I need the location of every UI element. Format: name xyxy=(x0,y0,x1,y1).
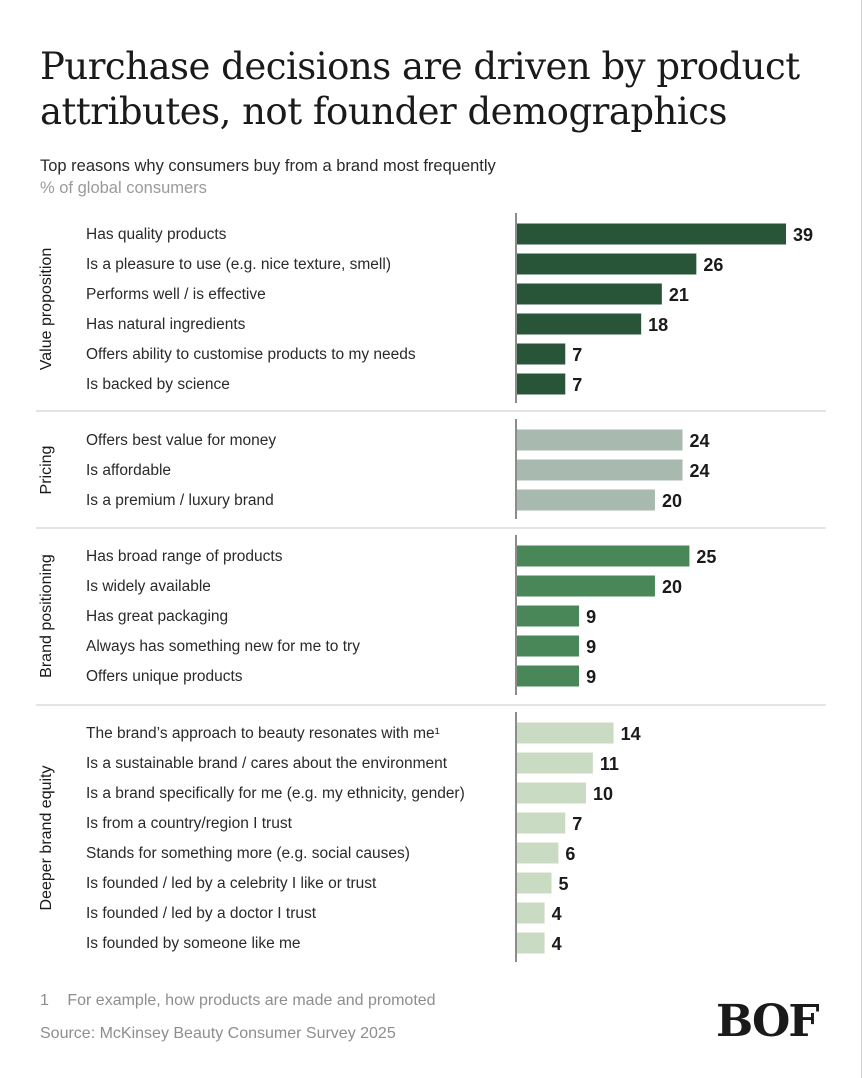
group-label-deeper-brand-equity: Deeper brand equity xyxy=(38,766,55,911)
bar-brand-positioning xyxy=(517,545,690,567)
data-label: 24 xyxy=(690,461,710,481)
data-label: 20 xyxy=(662,577,682,597)
category-label: Is a premium / luxury brand xyxy=(86,492,274,509)
category-label: Is affordable xyxy=(86,462,171,479)
category-label: The brand’s approach to beauty resonates… xyxy=(86,725,440,742)
bar-deeper-brand-equity xyxy=(517,752,593,774)
bar-pricing xyxy=(517,429,683,451)
category-label: Is founded / led by a celebrity I like o… xyxy=(86,875,377,892)
data-label: 21 xyxy=(669,285,689,305)
data-label: 9 xyxy=(586,607,596,627)
bar-brand-positioning xyxy=(517,605,580,627)
bar-value-proposition xyxy=(517,373,566,395)
group-label-pricing: Pricing xyxy=(38,446,55,495)
data-label: 26 xyxy=(703,255,723,275)
data-label: 7 xyxy=(572,814,582,834)
data-label: 4 xyxy=(552,934,562,954)
data-label: 7 xyxy=(572,345,582,365)
data-label: 14 xyxy=(621,724,641,744)
unit-label: % of global consumers xyxy=(40,179,207,197)
data-label: 9 xyxy=(586,637,596,657)
data-label: 4 xyxy=(552,904,562,924)
data-label: 20 xyxy=(662,491,682,511)
group-label-value-proposition: Value proposition xyxy=(38,248,55,370)
bar-brand-positioning xyxy=(517,665,580,687)
category-label: Is widely available xyxy=(86,578,211,595)
bar-deeper-brand-equity xyxy=(517,812,566,834)
category-label: Always has something new for me to try xyxy=(86,638,360,655)
data-label: 5 xyxy=(558,874,568,894)
data-label: 39 xyxy=(793,225,813,245)
bar-value-proposition xyxy=(517,223,786,245)
category-label: Is a sustainable brand / cares about the… xyxy=(86,755,448,772)
category-label: Has quality products xyxy=(86,226,227,243)
bar-value-proposition xyxy=(517,313,642,335)
bar-pricing xyxy=(517,489,655,511)
data-label: 24 xyxy=(690,431,710,451)
bar-value-proposition xyxy=(517,253,697,275)
chart-subtitle: Top reasons why consumers buy from a bra… xyxy=(40,157,496,175)
data-label: 7 xyxy=(572,375,582,395)
data-label: 10 xyxy=(593,784,613,804)
bof-logo: BOF xyxy=(716,996,820,1047)
category-label: Is backed by science xyxy=(86,376,230,393)
category-label: Has natural ingredients xyxy=(86,316,246,333)
bar-deeper-brand-equity xyxy=(517,932,545,954)
category-label: Stands for something more (e.g. social c… xyxy=(86,845,410,862)
chart-title: Purchase decisions are driven by product… xyxy=(40,45,800,133)
category-label: Is a brand specifically for me (e.g. my … xyxy=(86,785,465,802)
bar-deeper-brand-equity xyxy=(517,902,545,924)
group-label-brand-positioning: Brand positioning xyxy=(38,554,55,678)
category-label: Is founded by someone like me xyxy=(86,935,301,952)
data-label: 6 xyxy=(565,844,575,864)
category-label: Is from a country/region I trust xyxy=(86,815,293,832)
category-label: Has great packaging xyxy=(86,608,228,625)
bar-deeper-brand-equity xyxy=(517,872,552,894)
bar-brand-positioning xyxy=(517,635,580,657)
footnote-text: For example, how products are made and p… xyxy=(67,992,436,1009)
bar-pricing xyxy=(517,459,683,481)
data-label: 9 xyxy=(586,667,596,687)
category-label: Is founded / led by a doctor I trust xyxy=(86,905,317,922)
bar-value-proposition xyxy=(517,343,566,365)
bar-brand-positioning xyxy=(517,575,655,597)
bar-value-proposition xyxy=(517,283,662,305)
data-label: 11 xyxy=(600,754,619,774)
bar-deeper-brand-equity xyxy=(517,782,586,804)
bar-deeper-brand-equity xyxy=(517,842,559,864)
category-label: Is a pleasure to use (e.g. nice texture,… xyxy=(86,256,391,273)
category-label: Offers unique products xyxy=(86,668,243,685)
category-label: Performs well / is effective xyxy=(86,286,266,303)
footnote-number: 1 xyxy=(40,992,49,1009)
category-label: Has broad range of products xyxy=(86,548,283,565)
bar-deeper-brand-equity xyxy=(517,722,614,744)
data-label: 25 xyxy=(696,547,716,567)
category-label: Offers ability to customise products to … xyxy=(86,346,416,363)
data-label: 18 xyxy=(648,315,668,335)
bar-chart: Value proposition Has quality products 39 I… xyxy=(36,213,826,962)
source-note: Source: McKinsey Beauty Consumer Survey … xyxy=(40,1025,396,1042)
footnote: 1 For example, how products are made and… xyxy=(40,992,436,1010)
category-label: Offers best value for money xyxy=(86,432,276,449)
